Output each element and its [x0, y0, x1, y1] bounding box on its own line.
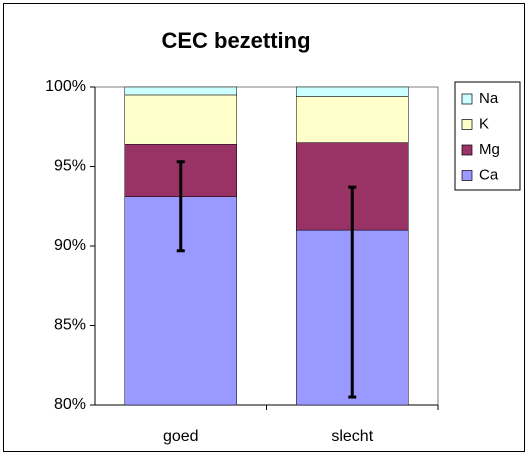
bar-segment	[296, 96, 409, 143]
y-tick-label: 100%	[45, 78, 86, 95]
legend-label: Na	[479, 90, 499, 107]
y-tick-label: 90%	[54, 237, 86, 254]
bar-segment	[124, 94, 237, 145]
x-tick-label: goed	[163, 428, 199, 445]
y-tick-label: 80%	[54, 396, 86, 413]
chart-title: CEC bezetting	[161, 28, 310, 53]
legend-label: K	[479, 115, 489, 132]
y-tick-label: 95%	[54, 158, 86, 175]
error-bar	[348, 185, 357, 399]
legend-label: Ca	[479, 166, 499, 183]
legend-swatch	[461, 144, 473, 156]
x-tick-label: slecht	[331, 428, 373, 445]
legend-swatch	[461, 93, 473, 105]
legend-swatch	[461, 119, 473, 130]
legend-swatch	[461, 170, 473, 181]
bar-segment	[124, 86, 237, 96]
bar-segment	[296, 86, 409, 97]
y-tick-label: 85%	[54, 317, 86, 334]
error-bar	[176, 160, 185, 253]
legend-label: Mg	[479, 141, 500, 158]
